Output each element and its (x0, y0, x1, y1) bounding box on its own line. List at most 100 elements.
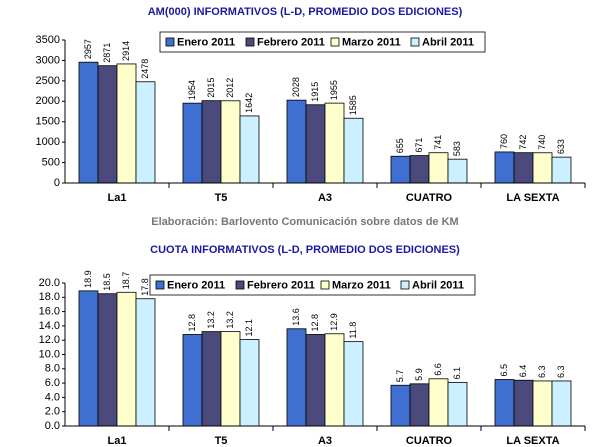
legend-label: Abril 2011 (412, 279, 464, 291)
y-tick-label: 16.0 (39, 306, 60, 318)
value-label: 12.8 (310, 314, 320, 332)
chart-title: AM(000) INFORMATIVOS (L-D, PROMEDIO DOS … (148, 6, 463, 18)
legend-swatch (165, 37, 175, 47)
y-tick-label: 12.0 (39, 334, 60, 346)
y-tick-label: 3500 (36, 34, 60, 46)
y-tick-label: 1500 (36, 116, 60, 128)
bar (239, 339, 260, 427)
bar (532, 152, 553, 184)
bar (324, 102, 345, 184)
y-tick-label: 4.0 (45, 391, 60, 403)
bar (286, 328, 307, 427)
bar (390, 384, 411, 427)
bar (447, 381, 468, 427)
value-label: 6.6 (433, 363, 443, 376)
value-label: 13.6 (291, 308, 301, 326)
y-tick-label: 0.0 (45, 420, 60, 432)
value-label: 2957 (83, 39, 93, 59)
bar (201, 331, 222, 427)
value-label: 13.2 (206, 311, 216, 329)
bar (305, 334, 326, 427)
chart-title: CUOTA INFORMATIVOS (L-D, PROMEDIO DOS ED… (150, 244, 460, 256)
value-label: 2012 (225, 78, 235, 98)
bar (97, 293, 118, 427)
y-tick-label: 20.0 (39, 277, 60, 289)
value-label: 2478 (140, 59, 150, 79)
value-label: 11.8 (348, 322, 358, 339)
bar (532, 380, 553, 427)
bar (409, 383, 430, 427)
x-tick-label: A3 (318, 192, 332, 204)
legend-swatch (155, 280, 165, 290)
y-tick-label: 1000 (36, 136, 60, 148)
bar (428, 378, 449, 427)
value-label: 6.5 (499, 364, 509, 377)
value-label: 5.9 (414, 368, 424, 381)
note: Elaboración: Barlovento Comunicación sob… (151, 216, 458, 228)
value-label: 6.4 (518, 365, 528, 378)
x-tick-label: A3 (318, 435, 332, 447)
legend-label: Febrero 2011 (257, 36, 325, 48)
value-label: 655 (395, 138, 405, 153)
x-tick-label: T5 (215, 435, 228, 447)
legend-swatch (330, 37, 340, 47)
value-label: 1642 (244, 93, 254, 113)
y-tick-label: 18.0 (39, 291, 60, 303)
bar (220, 100, 241, 184)
legend-label: Marzo 2011 (342, 36, 401, 48)
x-tick-label: CUATRO (406, 192, 453, 204)
value-label: 1915 (310, 82, 320, 102)
x-tick-label: La1 (108, 435, 127, 447)
value-label: 6.3 (537, 365, 547, 378)
bar (78, 290, 99, 427)
legend-label: Enero 2011 (177, 36, 235, 48)
y-tick-label: 6.0 (45, 377, 60, 389)
x-tick-label: LA SEXTA (506, 192, 559, 204)
value-label: 741 (433, 135, 443, 150)
bar (551, 156, 572, 184)
bar (494, 379, 515, 427)
y-tick-label: 500 (42, 156, 60, 168)
bar (135, 298, 156, 427)
bar (135, 81, 156, 184)
bar (494, 151, 515, 184)
value-label: 2871 (102, 43, 112, 63)
legend-box (159, 31, 486, 53)
bar (343, 117, 364, 184)
value-label: 633 (556, 139, 566, 154)
value-label: 12.1 (244, 319, 254, 337)
bar (428, 152, 449, 184)
value-label: 17.8 (140, 278, 150, 296)
bar (551, 380, 572, 427)
y-tick-label: 10.0 (39, 348, 60, 360)
legend-swatch (235, 280, 245, 290)
legend-swatch (410, 37, 420, 47)
bar (305, 104, 326, 184)
bar (78, 61, 99, 184)
value-label: 6.1 (452, 367, 462, 380)
value-label: 18.9 (83, 270, 93, 288)
y-tick-label: 14.0 (39, 320, 60, 332)
value-label: 12.9 (329, 313, 339, 331)
bar (324, 333, 345, 427)
bar (513, 379, 534, 427)
bar (343, 341, 364, 427)
value-label: 760 (499, 134, 509, 149)
value-label: 18.7 (121, 272, 131, 290)
bar (220, 331, 241, 427)
value-label: 1954 (187, 80, 197, 100)
bar (182, 334, 203, 427)
value-label: 2015 (206, 78, 216, 98)
value-label: 13.2 (225, 311, 235, 329)
value-label: 5.7 (395, 370, 405, 383)
y-tick-label: 2500 (36, 75, 60, 87)
bar (286, 99, 307, 184)
y-tick-label: 8.0 (45, 363, 60, 375)
legend-label: Enero 2011 (167, 279, 225, 291)
legend-label: Marzo 2011 (332, 279, 391, 291)
y-tick-label: 0 (54, 177, 60, 189)
legend-label: Abril 2011 (422, 36, 474, 48)
bar (239, 115, 260, 184)
legend-swatch (320, 280, 330, 290)
